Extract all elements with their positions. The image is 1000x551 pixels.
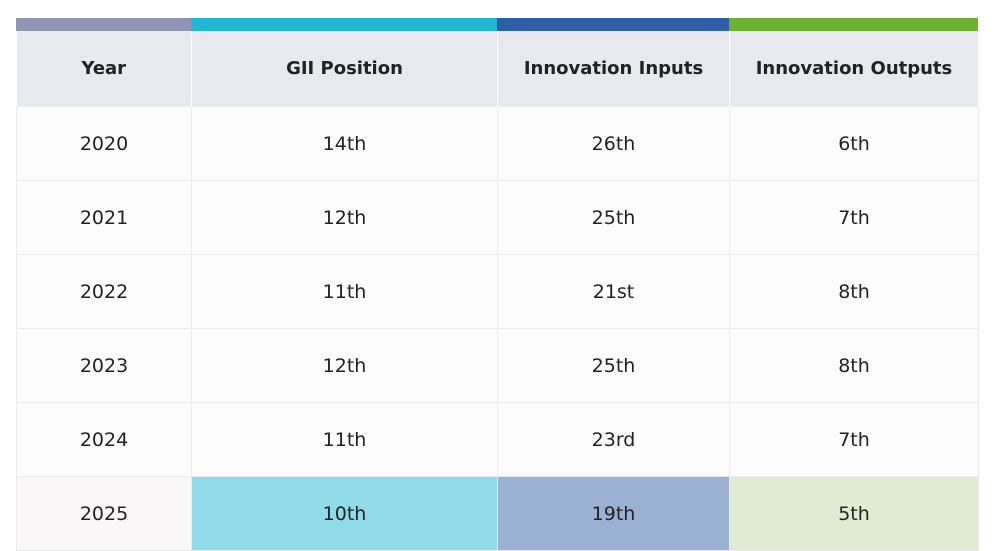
table-body: 2020 14th 26th 6th 2021 12th 25th 7th 2022 11th 21… [16, 106, 979, 551]
table-cell: 25th [497, 180, 730, 255]
table-cell: 7th [729, 180, 979, 255]
table-row: 2021 12th 25th 7th [16, 180, 979, 255]
color-bar [191, 18, 497, 31]
table-wrapper: Year GII Position Innovation Inputs Innovat… [16, 18, 979, 551]
table-cell: 21st [497, 254, 730, 329]
table-cell: 14th [191, 106, 498, 181]
header-cell: GII Position [191, 31, 498, 107]
table-cell: 5th [729, 476, 979, 551]
table-cell: 7th [729, 402, 979, 477]
header-cell: Year [16, 31, 192, 107]
table-cell: 25th [497, 328, 730, 403]
table-cell: 2022 [16, 254, 192, 329]
table-cell: 12th [191, 328, 498, 403]
table-cell: 2023 [16, 328, 192, 403]
table-row: 2024 11th 23rd 7th [16, 402, 979, 477]
table-cell: 2021 [16, 180, 192, 255]
table-cell: 10th [191, 476, 498, 551]
header-cell: Innovation Inputs [497, 31, 730, 107]
table-cell: 26th [497, 106, 730, 181]
table-cell: 23rd [497, 402, 730, 477]
color-bar [16, 18, 191, 31]
color-bar [497, 18, 729, 31]
color-bars [16, 18, 978, 31]
table-cell: 2025 [16, 476, 192, 551]
table-cell: 6th [729, 106, 979, 181]
header-cell: Innovation Outputs [729, 31, 979, 107]
table-row: 2020 14th 26th 6th [16, 106, 979, 181]
table-cell: 11th [191, 254, 498, 329]
header-row: Year GII Position Innovation Inputs Innovat… [16, 31, 979, 107]
table-cell: 8th [729, 328, 979, 403]
table-cell: 11th [191, 402, 498, 477]
table-cell: 19th [497, 476, 730, 551]
table-cell: 2020 [16, 106, 192, 181]
table-row: 2023 12th 25th 8th [16, 328, 979, 403]
ranking-table: Year GII Position Innovation Inputs Innovat… [16, 31, 979, 551]
table-row: 2022 11th 21st 8th [16, 254, 979, 329]
table-cell: 8th [729, 254, 979, 329]
table-cell: 2024 [16, 402, 192, 477]
table-cell: 12th [191, 180, 498, 255]
table-row: 2025 10th 19th 5th [16, 476, 979, 551]
color-bar [729, 18, 978, 31]
